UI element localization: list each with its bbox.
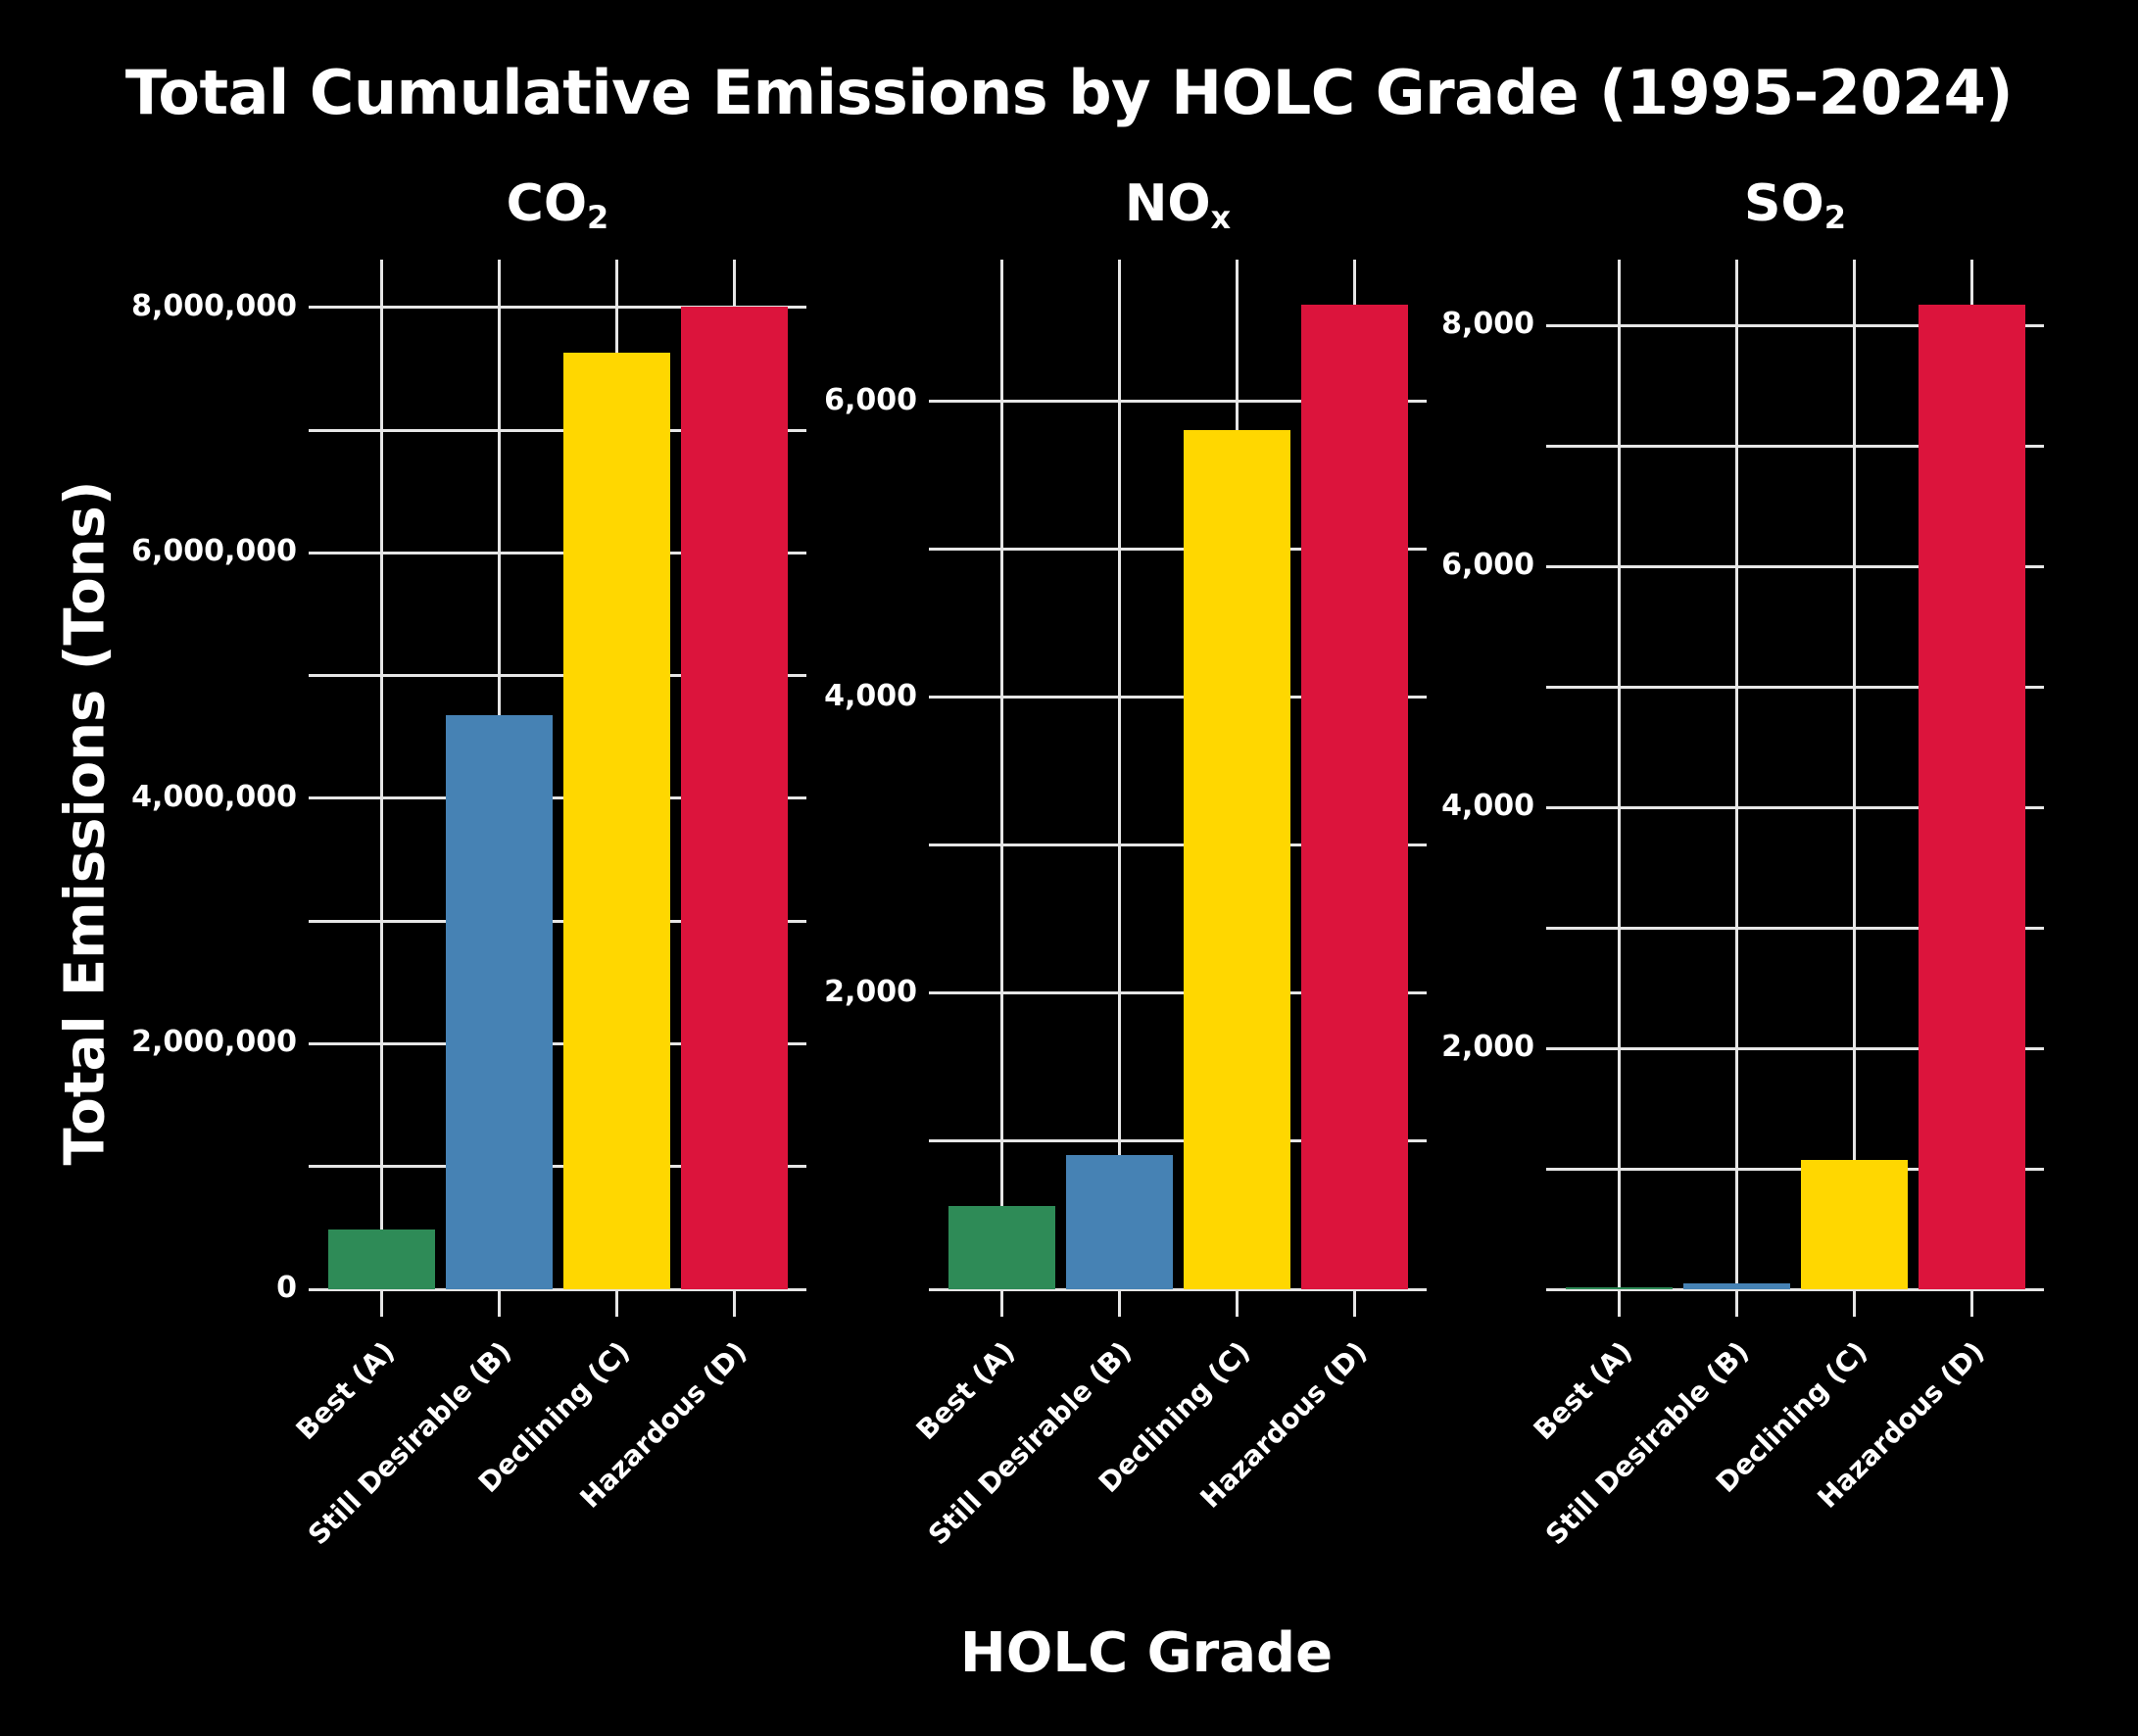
gridline bbox=[1546, 1167, 2044, 1171]
bar bbox=[1918, 305, 2025, 1289]
gridline bbox=[1546, 444, 2044, 448]
y-tick-label: 2,000,000 bbox=[131, 1025, 297, 1060]
gridline bbox=[929, 991, 1427, 995]
y-tick-label: 4,000,000 bbox=[131, 779, 297, 814]
gridline bbox=[1546, 323, 2044, 327]
gridline bbox=[929, 548, 1427, 552]
y-tick-label: 4,000 bbox=[824, 678, 917, 713]
gridline bbox=[309, 796, 806, 800]
x-tick-label: Still Desirable (B) bbox=[301, 1334, 518, 1552]
y-tick-label: 6,000 bbox=[1441, 548, 1534, 583]
y-tick-label: 4,000 bbox=[1441, 789, 1534, 824]
gridline bbox=[1546, 564, 2044, 568]
gridline bbox=[379, 260, 383, 1317]
x-tick-label: Still Desirable (B) bbox=[921, 1334, 1139, 1552]
gridline bbox=[929, 844, 1427, 847]
subplot-title: SO2 bbox=[1744, 174, 1846, 236]
gridline bbox=[309, 306, 806, 310]
gridline bbox=[309, 919, 806, 923]
gridline bbox=[1546, 1046, 2044, 1050]
plot-area bbox=[309, 260, 806, 1317]
gridline bbox=[929, 400, 1427, 404]
gridline bbox=[309, 1165, 806, 1169]
y-tick-label: 6,000 bbox=[824, 382, 917, 417]
gridline bbox=[309, 1041, 806, 1045]
y-tick-label: 8,000 bbox=[1441, 307, 1534, 342]
gridline bbox=[1546, 926, 2044, 930]
y-tick-label: 0 bbox=[276, 1271, 297, 1305]
gridline bbox=[1546, 1287, 2044, 1291]
y-tick-label: 2,000 bbox=[824, 974, 917, 1009]
gridline bbox=[1617, 260, 1621, 1317]
x-tick-label: Best (A) bbox=[289, 1334, 402, 1447]
gridline bbox=[309, 674, 806, 678]
gridline bbox=[1546, 805, 2044, 809]
gridline bbox=[1117, 260, 1121, 1317]
bar bbox=[948, 1206, 1055, 1289]
bar bbox=[562, 353, 670, 1289]
x-tick-label: Best (A) bbox=[909, 1334, 1022, 1447]
y-axis-title: Total Emissions (Tons) bbox=[53, 480, 118, 1166]
bar bbox=[1300, 305, 1408, 1289]
bar bbox=[1800, 1160, 1908, 1289]
y-tick-label: 8,000,000 bbox=[131, 288, 297, 323]
bar bbox=[1682, 1283, 1790, 1289]
x-tick-label: Still Desirable (B) bbox=[1538, 1334, 1756, 1552]
x-axis-title: HOLC Grade bbox=[959, 1621, 1334, 1685]
bar bbox=[1183, 430, 1290, 1289]
bar bbox=[327, 1229, 435, 1289]
gridline bbox=[1546, 685, 2044, 689]
bar bbox=[1565, 1287, 1673, 1289]
x-tick-label: Best (A) bbox=[1527, 1334, 1639, 1447]
gridline bbox=[309, 428, 806, 432]
gridline bbox=[1852, 260, 1856, 1317]
gridline bbox=[999, 260, 1003, 1317]
gridline bbox=[309, 1287, 806, 1291]
plot-area bbox=[929, 260, 1427, 1317]
subplot-title: NOx bbox=[1124, 174, 1232, 236]
y-tick-label: 2,000 bbox=[1441, 1030, 1534, 1065]
chart-title: Total Cumulative Emissions by HOLC Grade… bbox=[124, 57, 2014, 128]
gridline bbox=[1734, 260, 1738, 1317]
bar bbox=[445, 714, 553, 1289]
plot-area bbox=[1546, 260, 2044, 1317]
gridline bbox=[309, 551, 806, 555]
bar bbox=[1065, 1155, 1173, 1289]
gridline bbox=[929, 696, 1427, 699]
gridline bbox=[929, 1287, 1427, 1291]
subplot-title: CO2 bbox=[506, 174, 609, 236]
gridline bbox=[929, 1139, 1427, 1143]
y-tick-label: 6,000,000 bbox=[131, 534, 297, 569]
bar bbox=[680, 306, 788, 1289]
